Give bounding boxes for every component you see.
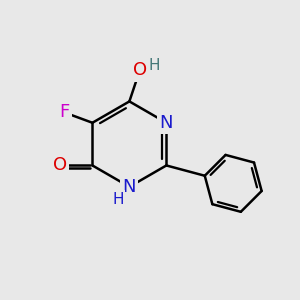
Text: N: N [123,178,136,196]
Text: H: H [112,192,124,207]
Text: F: F [59,103,70,122]
Text: O: O [53,157,67,175]
Text: H: H [149,58,160,73]
Text: O: O [133,61,147,80]
Text: N: N [160,114,173,132]
